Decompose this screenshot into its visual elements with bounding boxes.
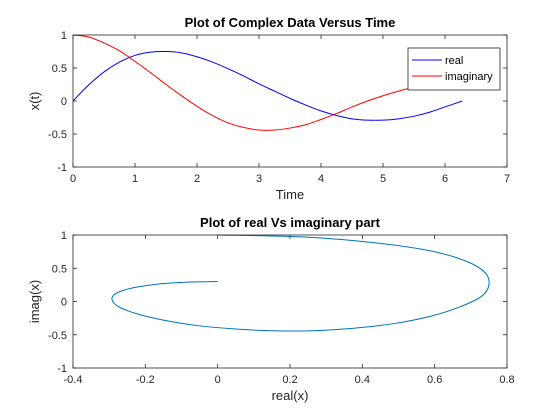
y-axis-label: x(t) [27,92,42,111]
x-tick-label: 3 [256,173,262,185]
x-axis-label: Time [276,187,304,202]
y-tick-label: -0.5 [48,129,67,141]
x-tick-label: -0.4 [64,374,83,386]
x-tick-label: 5 [380,173,386,185]
x-tick-label: -0.2 [136,374,155,386]
legend-label-imaginary: imaginary [445,71,493,83]
y-tick-label: 1 [61,230,67,242]
chart-title: Plot of Complex Data Versus Time [185,15,396,30]
x-tick-label: 6 [442,173,448,185]
legend-label-real: real [445,55,463,67]
x-tick-label: 0.8 [499,374,514,386]
legend-box [407,47,501,91]
plot-area [73,235,507,368]
y-tick-label: -1 [57,363,67,375]
y-tick-label: 0 [61,96,67,108]
x-tick-label: 7 [504,173,510,185]
y-axis-label: imag(x) [27,280,42,323]
x-tick-label: 0.6 [427,374,442,386]
y-tick-label: 0 [61,297,67,309]
axes-box [72,234,508,369]
axes-box [72,34,508,168]
series-line-imaginary [72,34,463,131]
x-tick-label: 1 [132,173,138,185]
top-plot: 0 1 2 3 4 5 6 7 -1 -0.5 0 0.5 1 Plot of Complex Data … [27,15,510,202]
y-tick-label: 1 [61,30,67,42]
x-tick-label: 0 [70,173,76,185]
y-tick-label: 0.5 [52,263,67,275]
x-axis-label: real(x) [272,388,309,403]
series-line-series-0 [111,234,490,332]
y-tick-label: 0.5 [52,63,67,75]
x-tick-label: 0.2 [282,374,297,386]
legend: real imaginary [407,47,501,91]
y-tick-label: -0.5 [48,330,67,342]
series-line-real [72,50,463,121]
bottom-plot: -0.4 -0.2 0 0.2 0.4 0.6 0.8 -1 -0.5 0 0.5 1 Plot of … [27,215,515,403]
x-tick-label: 2 [194,173,200,185]
chart-title: Plot of real Vs imaginary part [200,215,381,230]
x-tick-label: 0.4 [355,374,370,386]
y-tick-label: -1 [57,162,67,174]
x-tick-label: 0 [215,374,221,386]
x-tick-label: 4 [318,173,324,185]
